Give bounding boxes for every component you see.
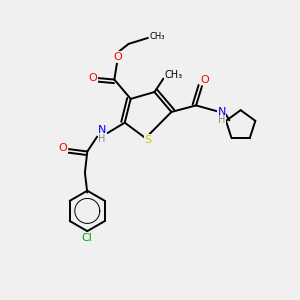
Text: O: O	[88, 73, 97, 83]
Text: H: H	[98, 134, 106, 144]
Text: S: S	[144, 135, 152, 145]
Text: N: N	[218, 107, 226, 117]
Text: Cl: Cl	[82, 233, 93, 243]
Text: N: N	[98, 125, 106, 135]
Text: O: O	[113, 52, 122, 62]
Text: CH₃: CH₃	[165, 70, 183, 80]
Text: O: O	[58, 142, 67, 153]
Text: H: H	[218, 115, 225, 125]
Text: O: O	[201, 75, 209, 85]
Text: CH₃: CH₃	[150, 32, 165, 41]
